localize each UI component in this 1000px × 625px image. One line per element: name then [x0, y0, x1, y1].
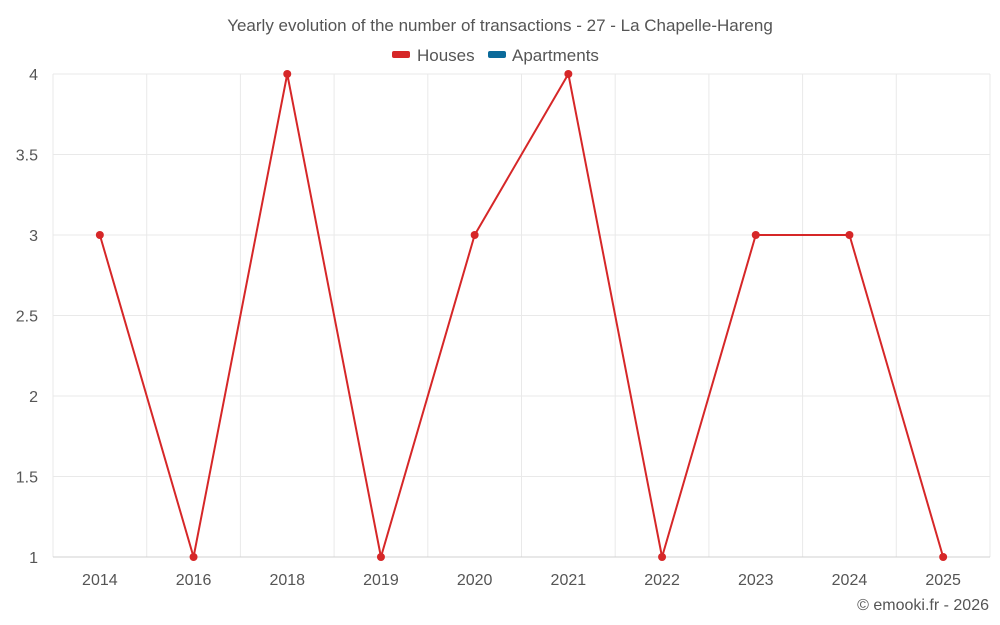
chart-title: Yearly evolution of the number of transa… — [227, 16, 773, 35]
legend-item-houses[interactable]: Houses — [392, 46, 475, 65]
data-point-houses-2020[interactable] — [470, 231, 479, 239]
data-point-houses-2022[interactable] — [658, 553, 667, 561]
data-point-houses-2021[interactable] — [564, 70, 573, 78]
data-point-houses-2019[interactable] — [376, 553, 385, 561]
series-line-houses — [98, 73, 945, 558]
y-axis-ticks: 1 1.5 2 2.5 3 3.5 4 — [16, 67, 38, 567]
legend-swatch-houses — [392, 51, 410, 58]
y-tick-label: 2 — [29, 389, 38, 406]
legend-label-houses: Houses — [417, 46, 475, 65]
data-point-houses-2016[interactable] — [189, 553, 198, 561]
x-tick-label: 2020 — [457, 572, 493, 589]
legend-label-apartments: Apartments — [512, 46, 599, 65]
y-tick-label: 2.5 — [16, 309, 38, 326]
y-tick-label: 3 — [29, 228, 38, 245]
x-tick-label: 2025 — [925, 572, 961, 589]
y-tick-label: 1.5 — [16, 470, 38, 487]
series-points — [95, 70, 948, 561]
x-tick-label: 2019 — [363, 572, 399, 589]
data-point-houses-2023[interactable] — [751, 231, 760, 239]
data-point-houses-2025[interactable] — [939, 553, 948, 561]
x-axis-ticks: 2014 2016 2018 2019 2020 2021 2022 2023 2024 2025 — [82, 572, 961, 589]
legend-swatch-apartments — [488, 51, 506, 58]
x-tick-label: 2022 — [644, 572, 680, 589]
x-tick-label: 2014 — [82, 572, 118, 589]
y-tick-label: 1 — [29, 550, 38, 567]
y-tick-label: 3.5 — [16, 148, 38, 165]
x-tick-label: 2024 — [832, 572, 868, 589]
x-tick-label: 2023 — [738, 572, 774, 589]
data-point-houses-2024[interactable] — [845, 231, 854, 239]
data-point-houses-2014[interactable] — [95, 231, 104, 239]
x-tick-label: 2018 — [269, 572, 305, 589]
x-tick-label: 2016 — [176, 572, 212, 589]
x-tick-label: 2021 — [551, 572, 587, 589]
legend: Houses Apartments — [392, 46, 599, 65]
y-tick-label: 4 — [29, 67, 38, 84]
data-point-houses-2018[interactable] — [283, 70, 292, 78]
credit-text: © emooki.fr - 2026 — [857, 597, 989, 614]
legend-item-apartments[interactable]: Apartments — [488, 46, 599, 65]
series-lines — [98, 73, 945, 558]
